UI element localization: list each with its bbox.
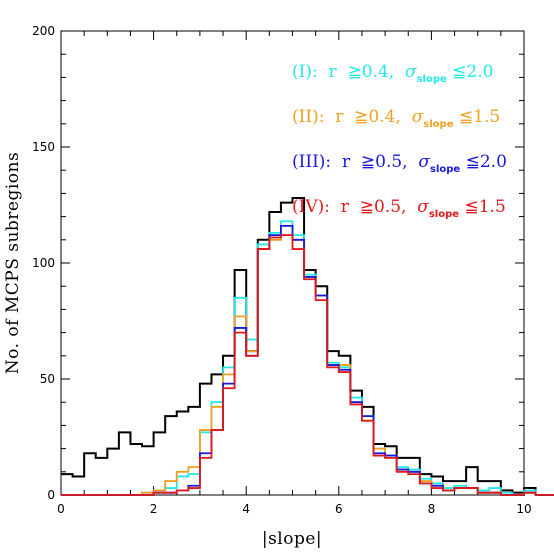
- legend-sub: slope: [417, 74, 447, 85]
- legend-sep: ,: [395, 107, 411, 127]
- legend-sep: ,: [401, 197, 417, 217]
- y-tick-label: 50: [40, 372, 55, 386]
- legend-prefix: (IV): r ≧: [292, 197, 374, 217]
- legend-sigma: σ: [405, 62, 417, 82]
- axis-ticks: [60, 30, 525, 496]
- series-step-line-4: [61, 234, 554, 496]
- legend-prefix: (II): r ≧: [292, 107, 368, 127]
- legend-rel: ≦: [459, 197, 479, 217]
- legend-rel: ≦: [460, 152, 480, 172]
- y-tick-label: 150: [32, 140, 55, 154]
- x-tick-label: 10: [516, 502, 531, 516]
- x-axis-title: |slope|: [262, 529, 322, 549]
- legend-entry: (III): r ≧0.5, σslope ≦2.0: [292, 152, 507, 175]
- x-tick-label: 0: [57, 502, 65, 516]
- legend-sigma_value: 2.0: [466, 62, 493, 82]
- legend-sigma: σ: [418, 152, 430, 172]
- legend-r_value: 0.4: [362, 62, 389, 82]
- legend-sub: slope: [430, 164, 460, 175]
- legend-rel: ≦: [447, 62, 467, 82]
- plot-frame: [60, 30, 525, 496]
- legend-entry: (II): r ≧0.4, σslope ≦1.5: [292, 107, 500, 130]
- series-layer: [61, 197, 554, 496]
- legend-sigma_value: 2.0: [480, 152, 507, 172]
- legend: (I): r ≧0.4, σslope ≦2.0(II): r ≧0.4, σs…: [292, 62, 507, 220]
- legend-sep: ,: [389, 62, 405, 82]
- y-axis-title: No. of MCPS subregions: [3, 152, 23, 374]
- legend-prefix: (III): r ≧: [292, 152, 375, 172]
- legend-sub: slope: [429, 209, 459, 220]
- x-tick-label: 8: [428, 502, 436, 516]
- legend-sigma_value: 1.5: [473, 107, 500, 127]
- legend-sigma: σ: [417, 197, 429, 217]
- legend-r_value: 0.5: [374, 197, 401, 217]
- series-step-line-0: [61, 197, 554, 496]
- y-tick-label: 200: [32, 24, 55, 38]
- legend-sep: ,: [402, 152, 418, 172]
- legend-sub: slope: [423, 119, 453, 130]
- x-tick-label: 2: [150, 502, 158, 516]
- legend-entry: (IV): r ≧0.5, σslope ≦1.5: [292, 197, 506, 220]
- legend-sigma: σ: [412, 107, 424, 127]
- series-step-line-1: [61, 220, 554, 496]
- legend-entry: (I): r ≧0.4, σslope ≦2.0: [292, 62, 493, 85]
- x-tick-label: 6: [335, 502, 343, 516]
- y-tick-label: 100: [32, 256, 55, 270]
- y-tick-label: 0: [47, 488, 55, 502]
- legend-r_value: 0.4: [368, 107, 395, 127]
- legend-prefix: (I): r ≧: [292, 62, 362, 82]
- legend-sigma_value: 1.5: [479, 197, 506, 217]
- legend-r_value: 0.5: [375, 152, 402, 172]
- legend-rel: ≦: [454, 107, 474, 127]
- series-step-line-3: [61, 224, 554, 496]
- x-tick-label: 4: [242, 502, 250, 516]
